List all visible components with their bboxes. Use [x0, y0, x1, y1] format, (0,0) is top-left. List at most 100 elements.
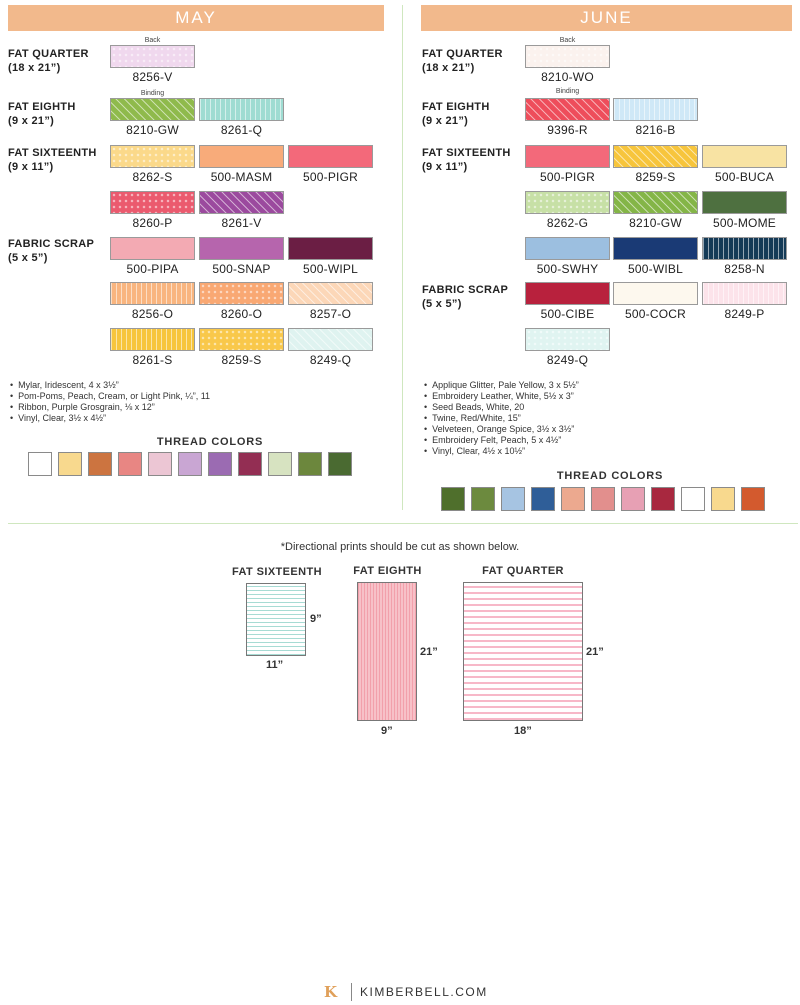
june-notions-list: Applique Glitter, Pale Yellow, 3 x 5½” E…	[424, 380, 579, 457]
notion-item: Embroidery Leather, White, 5½ x 3”	[424, 391, 579, 402]
fabric-code: 8210-GW	[629, 216, 682, 230]
fabric-code: 500-WIBL	[628, 262, 683, 276]
fabric-swatch	[525, 45, 610, 68]
fabric-swatch	[199, 98, 284, 121]
fabric-code: 500-WIPL	[303, 262, 358, 276]
fabric-swatch	[288, 282, 373, 305]
thread-color-chip	[178, 452, 202, 476]
thread-color-chip	[118, 452, 142, 476]
fabric-swatch	[702, 191, 787, 214]
thread-color-chip	[58, 452, 82, 476]
thread-color-chip	[208, 452, 232, 476]
fabric-swatch	[613, 282, 698, 305]
fabric-swatch	[613, 145, 698, 168]
dir-fat-quarter-height: 21”	[586, 646, 604, 658]
thread-color-chip	[621, 487, 645, 511]
fabric-code: 8256-V	[132, 70, 173, 84]
dir-fat-sixteenth-label: FAT SIXTEENTH	[232, 566, 322, 578]
fabric-swatch	[613, 191, 698, 214]
fabric-swatch	[288, 237, 373, 260]
fat-eighth-diagram	[357, 582, 417, 721]
thread-color-chip	[681, 487, 705, 511]
fabric-code: 8260-P	[132, 216, 173, 230]
fabric-code: 8259-S	[221, 353, 262, 367]
notion-item: Twine, Red/White, 15”	[424, 413, 579, 424]
fabric-swatch	[702, 237, 787, 260]
fabric-swatch	[110, 145, 195, 168]
thread-color-chip	[501, 487, 525, 511]
thread-color-chip	[651, 487, 675, 511]
thread-color-chip	[238, 452, 262, 476]
fabric-swatch	[525, 145, 610, 168]
thread-color-chip	[298, 452, 322, 476]
june-fat-sixteenth-label: FAT SIXTEENTH (9 x 11”)	[422, 147, 511, 173]
fabric-code: 500-SNAP	[212, 262, 271, 276]
fabric-code: 8261-Q	[220, 123, 263, 137]
fabric-code: 8257-O	[309, 307, 352, 321]
thread-color-chip	[328, 452, 352, 476]
fabric-swatch	[525, 328, 610, 351]
thread-color-chip	[561, 487, 585, 511]
fat-sixteenth-diagram	[246, 583, 306, 656]
may-fat-eighth-label: FAT EIGHTH (9 x 21”)	[8, 101, 76, 127]
footer-divider	[351, 983, 352, 1001]
fabric-swatch	[110, 282, 195, 305]
thread-color-chip	[741, 487, 765, 511]
fabric-code: 8216-B	[635, 123, 676, 137]
june-binding-tag: Binding	[555, 88, 580, 95]
thread-color-chip	[268, 452, 292, 476]
thread-color-chip	[711, 487, 735, 511]
notion-item: Mylar, Iridescent, 4 x 3½”	[10, 380, 210, 391]
fabric-code: 8262-S	[132, 170, 173, 184]
fabric-code: 8249-Q	[546, 353, 589, 367]
dir-fat-quarter-label: FAT QUARTER	[482, 565, 564, 577]
fabric-code: 8261-S	[132, 353, 173, 367]
fabric-swatch	[199, 191, 284, 214]
june-fat-quarter-label: FAT QUARTER (18 x 21”)	[422, 48, 503, 74]
fabric-code: 500-PIGR	[303, 170, 358, 184]
fat-quarter-diagram	[463, 582, 583, 721]
may-binding-tag: Binding	[140, 90, 165, 97]
fabric-code: 8249-Q	[309, 353, 352, 367]
fabric-swatch	[288, 328, 373, 351]
notion-item: Velveteen, Orange Spice, 3½ x 3½”	[424, 424, 579, 435]
fabric-code: 8256-O	[131, 307, 174, 321]
fabric-code: 500-MASM	[210, 170, 273, 184]
fabric-code: 8210-GW	[126, 123, 179, 137]
fabric-code: 8259-S	[635, 170, 676, 184]
fabric-code: 500-PIGR	[540, 170, 595, 184]
fabric-swatch	[702, 145, 787, 168]
notion-item: Ribbon, Purple Grosgrain, ⅛ x 12”	[10, 402, 210, 413]
fabric-swatch	[110, 191, 195, 214]
footer-website-link[interactable]: KIMBERBELL.COM	[360, 985, 488, 999]
dir-fat-eighth-label: FAT EIGHTH	[353, 565, 422, 577]
fabric-code: 8261-V	[221, 216, 262, 230]
fabric-swatch	[288, 145, 373, 168]
fabric-code: 500-BUCA	[715, 170, 774, 184]
fabric-swatch	[199, 282, 284, 305]
thread-color-chip	[471, 487, 495, 511]
june-thread-title: THREAD COLORS	[556, 470, 664, 482]
dir-fat-sixteenth-width: 11”	[266, 659, 284, 671]
fabric-swatch	[525, 237, 610, 260]
fabric-code: 8262-G	[546, 216, 589, 230]
fabric-code: 8210-WO	[541, 70, 594, 84]
directional-note: *Directional prints should be cut as sho…	[280, 541, 520, 553]
fabric-code: 8249-P	[724, 307, 765, 321]
fabric-code: 500-MOME	[713, 216, 776, 230]
fabric-swatch	[702, 282, 787, 305]
may-notions-list: Mylar, Iridescent, 4 x 3½” Pom-Poms, Pea…	[10, 380, 210, 424]
thread-color-chip	[441, 487, 465, 511]
fabric-code: 500-CIBE	[540, 307, 595, 321]
may-back-tag: Back	[144, 37, 161, 44]
fabric-swatch	[525, 282, 610, 305]
fabric-code: 500-SWHY	[536, 262, 599, 276]
thread-color-chip	[148, 452, 172, 476]
fabric-code: 8258-N	[724, 262, 765, 276]
fabric-swatch	[199, 145, 284, 168]
dir-fat-sixteenth-height: 9”	[310, 613, 322, 625]
kimberbell-logo-icon: K	[324, 983, 338, 1001]
may-fat-quarter-label: FAT QUARTER (18 x 21”)	[8, 48, 89, 74]
fabric-code: 500-COCR	[625, 307, 686, 321]
fabric-swatch	[110, 45, 195, 68]
